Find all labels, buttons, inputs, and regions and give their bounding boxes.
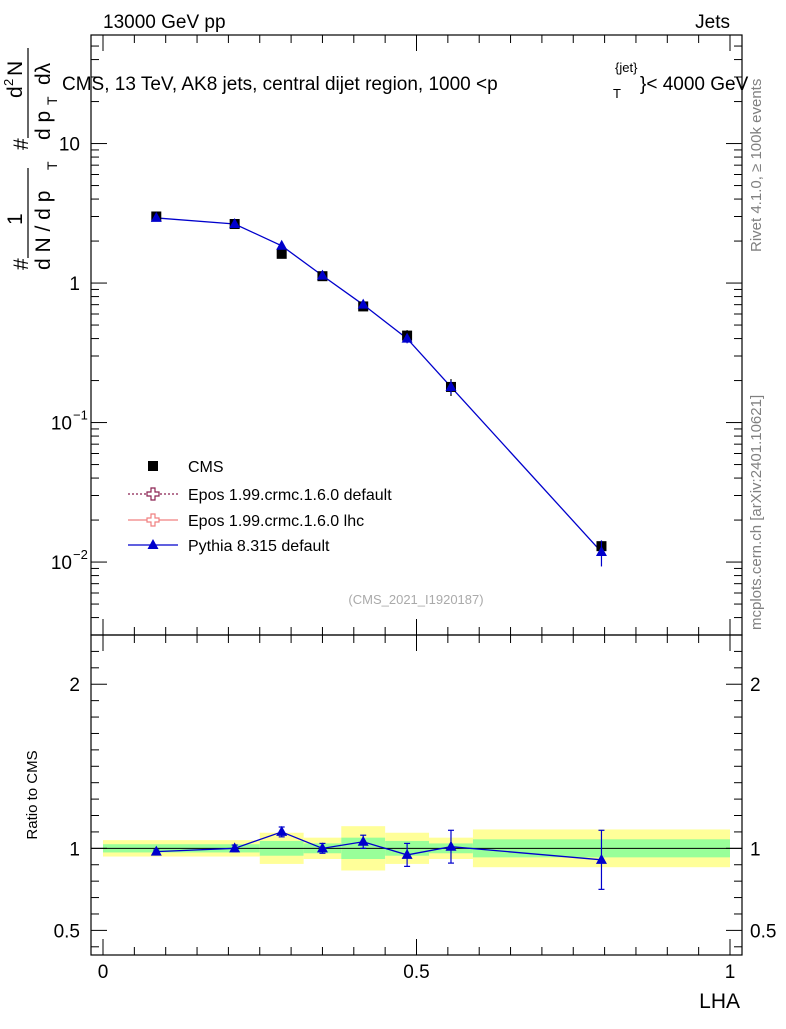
pythia-point <box>445 380 457 391</box>
ratio-y-tick-label-left: 1 <box>69 839 80 860</box>
legend-marker-epos <box>146 513 160 527</box>
pythia-point <box>229 218 241 229</box>
ratio-pythia-line <box>156 831 602 861</box>
y-label-one: 1 <box>4 213 27 225</box>
legend-marker-epos <box>146 487 160 501</box>
x-axis-label: LHA <box>699 990 740 1013</box>
legend-marker-pythia <box>147 539 159 549</box>
pythia-line <box>156 217 602 553</box>
ratio-y-label: Ratio to CMS <box>24 750 41 839</box>
ratio-point <box>595 853 607 864</box>
ratio-point <box>316 842 328 853</box>
pythia-point <box>401 332 413 343</box>
main-y-tick-exponent: −2 <box>73 547 88 562</box>
plot-title-main: CMS, 13 TeV, AK8 jets, central dijet reg… <box>62 74 498 95</box>
legend-label: Epos 1.99.crmc.1.6.0 lhc <box>188 513 364 530</box>
pythia-point <box>150 211 162 222</box>
main-y-tick-exponent: −1 <box>73 408 88 423</box>
y-label-dn-dpt: d N / d p <box>32 191 55 270</box>
ratio-point <box>150 845 162 856</box>
main-y-tick-label: 10 <box>51 553 72 574</box>
ratio-y-tick-label-right: 2 <box>750 675 761 696</box>
y-label-sub-t-1: T <box>44 161 60 170</box>
main-y-tick-label: 10 <box>59 135 80 156</box>
ratio-y-tick-label-left: 2 <box>69 675 80 696</box>
plot-title-end: }< 4000 GeV <box>640 74 749 95</box>
pythia-point <box>595 546 607 557</box>
y-label-sub-t-2: T <box>44 96 60 105</box>
y-label-n: N <box>4 61 27 76</box>
header-left: 13000 GeV pp <box>103 12 226 33</box>
y-label-d: d <box>4 86 27 98</box>
ratio-point <box>229 842 241 853</box>
y-label-sup-2: 2 <box>1 79 16 86</box>
ratio-point <box>445 840 457 851</box>
header-right: Jets <box>695 12 730 33</box>
main-y-tick-label: 10 <box>51 414 72 435</box>
plot-title: CMS, 13 TeV, AK8 jets, central dijet reg… <box>62 60 749 101</box>
ratio-axes: 0.5 0.5 1 1 2 2 0 0.5 1 <box>54 635 776 983</box>
side-label-bottom: mcplots.cern.ch [arXiv:2401.10621] <box>748 395 765 630</box>
y-axis-label-main: # 1 d N / d p T # d 2 N d p T dλ <box>1 48 60 270</box>
ratio-y-tick-label-left: 0.5 <box>54 921 80 942</box>
x-tick-label: 0.5 <box>403 962 429 983</box>
legend-label: CMS <box>188 459 224 476</box>
pythia-point <box>357 298 369 309</box>
x-tick-label: 1 <box>725 962 736 983</box>
ratio-plot-frame <box>90 634 743 956</box>
plot-title-sup: {jet} <box>615 60 638 75</box>
y-label-hash-2: # <box>10 138 33 150</box>
analysis-id: (CMS_2021_I1920187) <box>348 592 483 607</box>
ratio-point <box>357 835 369 846</box>
legend-label: Epos 1.99.crmc.1.6.0 default <box>188 487 392 504</box>
main-y-tick-label: 1 <box>69 274 80 295</box>
legend: CMS Epos 1.99.crmc.1.6.0 default Epos 1.99… <box>128 459 392 555</box>
ratio-y-tick-label-right: 0.5 <box>750 921 776 942</box>
ratio-point <box>401 848 413 859</box>
ratio-point <box>276 825 288 836</box>
y-label-hash-1: # <box>10 258 33 270</box>
y-label-dpt-2: d p <box>32 111 55 140</box>
pythia-point <box>276 239 288 250</box>
pythia-point <box>316 269 328 280</box>
side-label-top: Rivet 4.1.0, ≥ 100k events <box>748 79 765 252</box>
x-tick-label: 0 <box>98 962 109 983</box>
y-label-dlambda: dλ <box>32 62 55 85</box>
ratio-y-tick-label-right: 1 <box>750 839 761 860</box>
cms-point <box>276 248 287 259</box>
legend-marker-cms <box>148 461 158 471</box>
plot-title-sub: T <box>613 86 621 101</box>
legend-label: Pythia 8.315 default <box>188 538 330 555</box>
